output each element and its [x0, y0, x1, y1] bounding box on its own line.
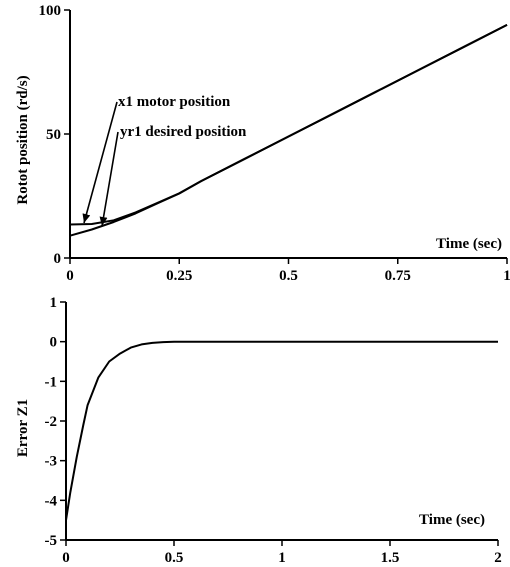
- top-ticks: 0 0.25 0.5 0.75 1 0 50 100: [39, 3, 510, 284]
- x-tick-label: 1: [503, 268, 510, 284]
- bottom-y-axis-label: Error Z1: [15, 399, 31, 457]
- x-tick-label: 2: [494, 550, 502, 566]
- top-x-axis-label: Time (sec): [436, 236, 502, 252]
- x-tick-label: 0: [66, 268, 74, 284]
- annotation-yr1-desired-position: yr1 desired position: [120, 124, 247, 140]
- bottom-series: [65, 340, 498, 521]
- bottom-ticks: 0 0.5 1 1.5 2 -5 -4 -3 -2 -1 0 1: [45, 295, 502, 566]
- x-tick-label: 1.5: [381, 550, 400, 566]
- y-tick-label: -2: [45, 414, 58, 430]
- series-line-0: [65, 340, 498, 521]
- x-tick-label: 1: [278, 550, 286, 566]
- y-tick-label: 100: [39, 3, 62, 19]
- y-tick-label: 0: [54, 251, 62, 267]
- annotation-arrow-x1: [82, 101, 118, 224]
- annotation-x1-motor-position: x1 motor position: [118, 94, 231, 110]
- bottom-x-axis-label: Time (sec): [419, 512, 485, 528]
- x-tick-label: 0.5: [279, 268, 298, 284]
- y-tick-label: 0: [50, 335, 58, 351]
- series-line-1: [69, 24, 508, 226]
- top-y-axis-label: Rotot position (rd/s): [15, 75, 31, 204]
- y-tick-label: -3: [45, 454, 58, 470]
- x-tick-label: 0: [62, 550, 70, 566]
- y-tick-label: -4: [45, 493, 58, 509]
- y-tick-label: 1: [50, 295, 58, 311]
- x-tick-label: 0.25: [166, 268, 192, 284]
- x-tick-label: 0.5: [165, 550, 184, 566]
- y-tick-label: -1: [45, 374, 58, 390]
- top-annotations: x1 motor position yr1 desired position: [82, 94, 247, 227]
- top-series: [69, 24, 508, 237]
- y-tick-label: 50: [46, 127, 61, 143]
- y-tick-label: -5: [45, 533, 58, 549]
- chart-rotor-position: 0 0.25 0.5 0.75 1 0 50 100 Rotot position (rd/s…: [15, 3, 510, 284]
- x-tick-label: 0.75: [385, 268, 411, 284]
- annotation-arrow-yr1: [99, 131, 119, 227]
- chart-error-z1: 0 0.5 1 1.5 2 -5 -4 -3 -2 -1 0 1 Error Z1 Time (sec…: [15, 295, 502, 566]
